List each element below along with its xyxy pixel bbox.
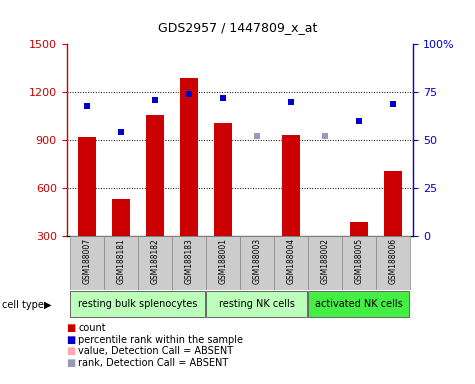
Bar xyxy=(70,236,104,290)
Bar xyxy=(77,137,96,236)
Bar xyxy=(240,236,274,290)
Bar xyxy=(104,236,138,290)
Text: ■: ■ xyxy=(66,335,76,345)
Text: ■: ■ xyxy=(66,358,76,368)
Bar xyxy=(214,122,232,236)
Text: GSM188004: GSM188004 xyxy=(286,238,295,284)
Text: GSM188007: GSM188007 xyxy=(82,238,91,284)
Text: resting bulk splenocytes: resting bulk splenocytes xyxy=(78,299,198,309)
Text: resting NK cells: resting NK cells xyxy=(219,299,295,309)
Text: ■: ■ xyxy=(66,323,76,333)
Text: cell type: cell type xyxy=(2,300,44,310)
Bar xyxy=(247,236,266,243)
Bar xyxy=(206,236,240,290)
Text: GSM188001: GSM188001 xyxy=(218,238,228,284)
Text: GDS2957 / 1447809_x_at: GDS2957 / 1447809_x_at xyxy=(158,21,317,34)
Text: activated NK cells: activated NK cells xyxy=(315,299,403,309)
Text: GSM188182: GSM188182 xyxy=(151,238,160,283)
Text: GSM188003: GSM188003 xyxy=(252,238,261,284)
Text: GSM188183: GSM188183 xyxy=(184,238,193,284)
Bar xyxy=(70,291,205,317)
Bar xyxy=(376,236,410,290)
Text: rank, Detection Call = ABSENT: rank, Detection Call = ABSENT xyxy=(78,358,228,368)
Text: percentile rank within the sample: percentile rank within the sample xyxy=(78,335,243,345)
Bar xyxy=(112,199,130,236)
Bar xyxy=(138,236,172,290)
Bar xyxy=(350,222,368,236)
Text: value, Detection Call = ABSENT: value, Detection Call = ABSENT xyxy=(78,346,234,356)
Bar xyxy=(274,236,308,290)
Bar xyxy=(308,236,342,290)
Text: count: count xyxy=(78,323,106,333)
Bar xyxy=(206,291,307,317)
Bar xyxy=(342,236,376,290)
Text: GSM188005: GSM188005 xyxy=(354,238,363,284)
Text: GSM188006: GSM188006 xyxy=(389,238,398,284)
Text: GSM188002: GSM188002 xyxy=(320,238,329,284)
Bar xyxy=(172,236,206,290)
Text: ■: ■ xyxy=(66,346,76,356)
Text: GSM188181: GSM188181 xyxy=(116,238,125,283)
Bar xyxy=(180,78,198,236)
Bar xyxy=(282,135,300,236)
Bar xyxy=(315,236,334,241)
Bar xyxy=(145,114,164,236)
Bar xyxy=(308,291,409,317)
Bar xyxy=(383,170,402,236)
Text: ▶: ▶ xyxy=(44,300,51,310)
